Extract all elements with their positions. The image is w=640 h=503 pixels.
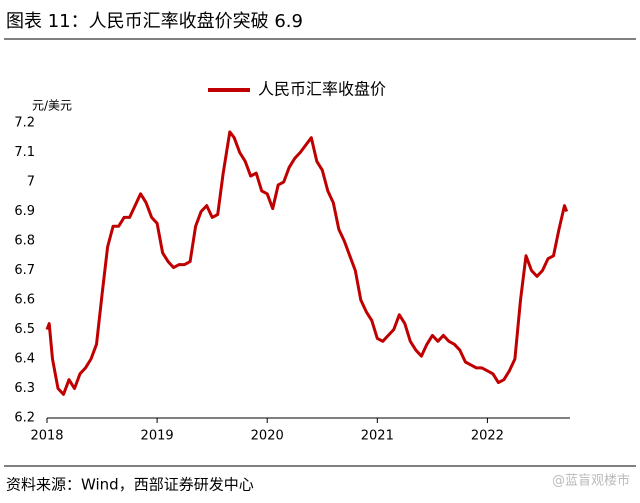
y-tick-label: 7 <box>27 175 35 190</box>
chart-title: 图表 11：人民币汇率收盘价突破 6.9 <box>6 11 303 32</box>
watermark: @蓝盲观楼市 <box>552 473 630 489</box>
x-tick-label: 2018 <box>30 429 63 444</box>
x-tick-label: 2021 <box>361 429 394 444</box>
y-tick-label: 6.9 <box>14 204 35 219</box>
x-tick-label: 2020 <box>251 429 284 444</box>
y-tick-label: 6.6 <box>14 293 35 308</box>
y-tick-label: 6.4 <box>14 352 35 367</box>
y-tick-label: 6.7 <box>14 263 35 278</box>
source: 资料来源：Wind，西部证券研发中心 <box>6 476 254 494</box>
y-tick-label: 7.1 <box>14 145 35 160</box>
y-tick-label: 6.5 <box>14 322 35 337</box>
y-tick-label: 6.3 <box>14 381 35 396</box>
x-tick-label: 2019 <box>141 429 174 444</box>
y-tick-label: 6.2 <box>14 411 35 426</box>
line <box>45 130 569 396</box>
y-tick-label: 7.2 <box>14 116 35 131</box>
y-unit: 元/美元 <box>32 99 72 113</box>
legend-label: 人民币汇率收盘价 <box>258 80 386 99</box>
y-tick-label: 6.8 <box>14 234 35 249</box>
x-tick-label: 2022 <box>471 429 504 444</box>
